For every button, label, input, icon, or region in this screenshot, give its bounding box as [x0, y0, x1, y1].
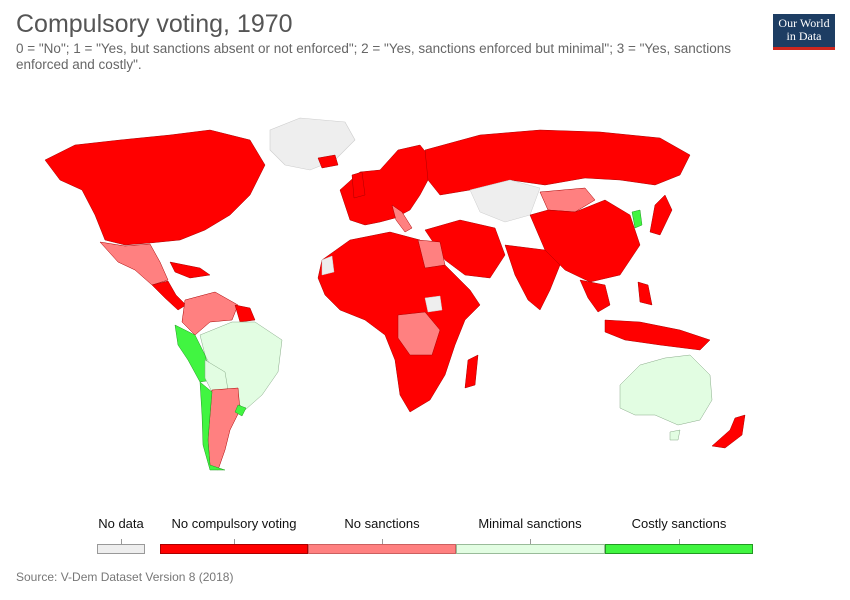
region-chile[interactable]: [199, 381, 226, 471]
region-argentina[interactable]: [207, 387, 241, 471]
legend-swatch-no-compulsory-voting[interactable]: [160, 544, 308, 554]
legend-label-no-compulsory-voting: No compulsory voting: [171, 516, 297, 531]
legend-swatch-minimal-sanctions[interactable]: [456, 544, 605, 554]
chart-title: Compulsory voting, 1970: [16, 10, 293, 38]
legend-label-no-sanctions: No sanctions: [344, 516, 420, 531]
region-india[interactable]: [504, 244, 561, 311]
region-indonesia[interactable]: [604, 319, 711, 351]
source-note[interactable]: Source: V-Dem Dataset Version 8 (2018): [16, 570, 234, 584]
region-colombia-venezuela[interactable]: [181, 291, 239, 336]
logo-line-2: in Data: [786, 29, 822, 43]
region-uk[interactable]: [351, 171, 366, 199]
legend-tick: [530, 539, 531, 544]
legend-tick: [121, 539, 122, 544]
region-russia[interactable]: [424, 129, 691, 196]
region-central-america[interactable]: [151, 280, 187, 311]
legend-swatch-no-sanctions[interactable]: [308, 544, 456, 554]
region-mongolia[interactable]: [539, 187, 596, 213]
legend-tick: [382, 539, 383, 544]
region-caribbean[interactable]: [169, 261, 211, 279]
legend-tick: [234, 539, 235, 544]
region-uruguay[interactable]: [234, 404, 247, 417]
legend-label-minimal-sanctions: Minimal sanctions: [478, 516, 582, 531]
legend-label-costly-sanctions: Costly sanctions: [631, 516, 727, 531]
region-philippines[interactable]: [637, 281, 653, 306]
region-western-sahara[interactable]: [321, 255, 335, 276]
logo-line-1: Our World: [778, 16, 830, 30]
region-new-zealand[interactable]: [711, 414, 746, 449]
region-europe[interactable]: [339, 144, 433, 226]
region-madagascar[interactable]: [464, 354, 479, 389]
region-tasmania[interactable]: [669, 429, 681, 441]
region-guianas[interactable]: [234, 304, 256, 323]
region-mexico[interactable]: [99, 241, 169, 286]
region-middle-east[interactable]: [424, 219, 506, 279]
region-japan[interactable]: [649, 194, 673, 236]
region-north-america[interactable]: [44, 129, 266, 246]
region-southeast-asia[interactable]: [579, 279, 611, 313]
region-congo[interactable]: [397, 311, 441, 356]
region-peru-ecuador[interactable]: [174, 324, 213, 383]
owid-logo[interactable]: Our World in Data: [773, 14, 835, 50]
legend-swatch-no-data[interactable]: [97, 544, 145, 554]
region-korea[interactable]: [631, 209, 643, 229]
region-egypt[interactable]: [417, 239, 446, 269]
legend-label-no-data: No data: [98, 516, 144, 531]
legend-swatch-costly-sanctions[interactable]: [605, 544, 753, 554]
world-map: [44, 117, 746, 471]
legend-tick: [679, 539, 680, 544]
region-italy[interactable]: [391, 204, 413, 233]
region-greenland[interactable]: [269, 117, 356, 171]
chart-subtitle: 0 = "No"; 1 = "Yes, but sanctions absent…: [16, 41, 731, 72]
region-sudan[interactable]: [424, 295, 443, 313]
region-iceland[interactable]: [317, 154, 339, 169]
region-australia[interactable]: [619, 354, 713, 426]
